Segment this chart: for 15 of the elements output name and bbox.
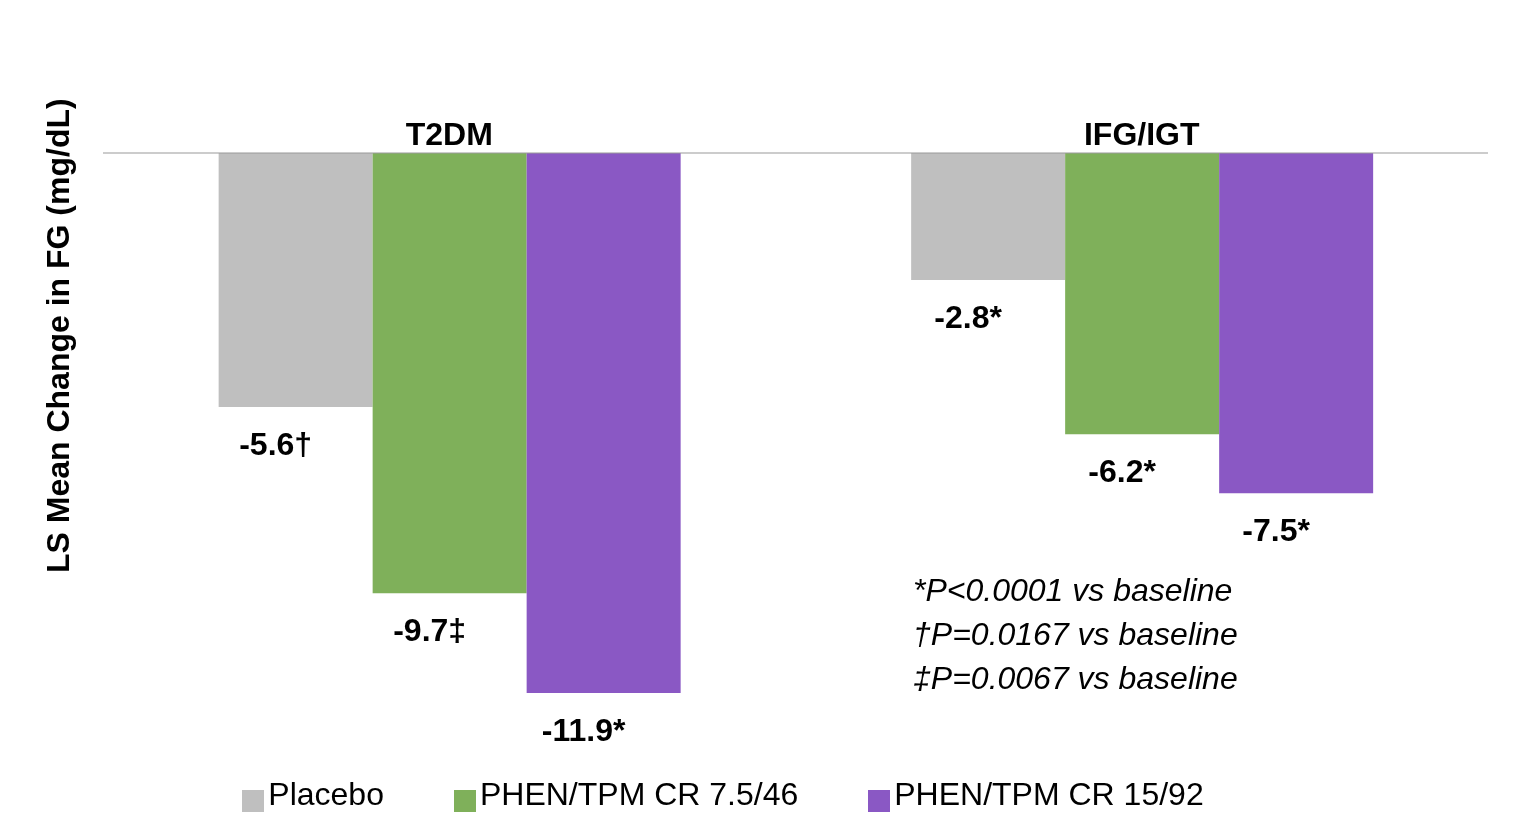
data-label: -5.6† <box>239 426 313 463</box>
data-label: -6.2* <box>1088 453 1157 490</box>
data-label: -2.8* <box>934 299 1003 336</box>
legend-label: PHEN/TPM CR 15/92 <box>894 776 1204 812</box>
y-axis-title: LS Mean Change in FG (mg/dL) <box>40 98 77 573</box>
annotation: †P=0.0167 vs baseline <box>913 615 1238 654</box>
annotation: *P<0.0001 vs baseline <box>913 571 1234 610</box>
data-label: -7.5* <box>1242 512 1311 549</box>
legend-label: PHEN/TPM CR 7.5/46 <box>479 776 799 812</box>
data-label: -9.7‡ <box>393 612 467 649</box>
annotation: ‡P=0.0067 vs baseline <box>913 659 1238 698</box>
x-tick-label: T2DM <box>405 116 493 152</box>
legend-label: Placebo <box>268 776 384 812</box>
x-tick-label: IFG/IGT <box>1083 116 1200 152</box>
data-label: -11.9* <box>541 712 627 748</box>
